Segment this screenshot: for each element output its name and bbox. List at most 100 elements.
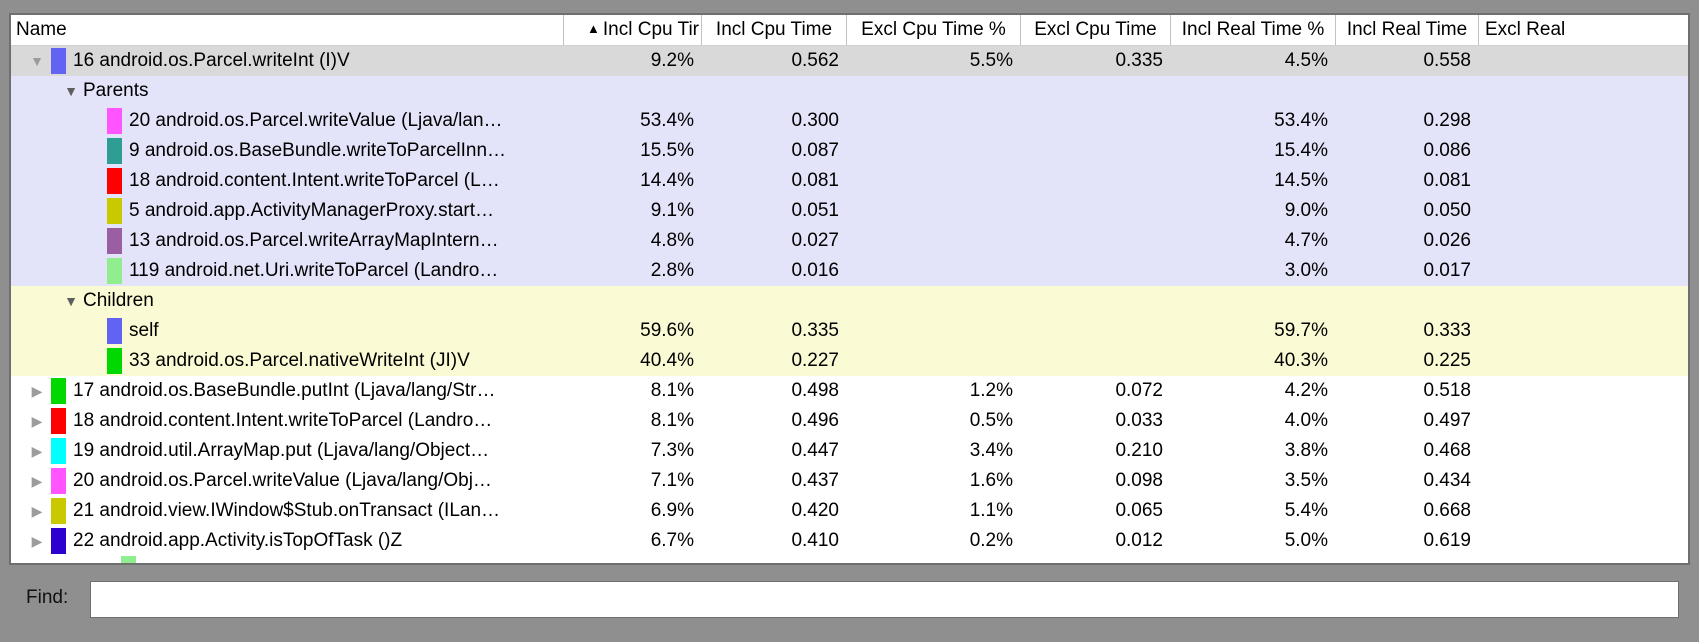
find-input[interactable] [90,581,1679,618]
value-cell-incl_real_time: 0.298 [1423,110,1471,131]
value-cell-incl_real_pct: 3.5% [1284,470,1328,491]
name-cell: ▶ 21 android.view.IWindow$Stub.onTransact… [11,496,564,526]
value-cell-excl_cpu_time [1021,256,1171,286]
name-cell: self [11,316,564,346]
column-header-excl-cpu-time-pct[interactable]: Excl Cpu Time % [847,15,1021,45]
column-header-incl-real-time-pct[interactable]: Incl Real Time % [1171,15,1336,45]
collapse-row-icon[interactable]: ▼ [30,53,44,69]
value-cell-incl_real_time: 0.050 [1423,200,1471,221]
table-row[interactable]: 33 android.os.Parcel.nativeWriteInt (JI)… [11,346,1688,376]
value-cell-incl_cpu_time: 0.081 [791,170,839,191]
value-cell-incl_cpu_pct: 15.5% [640,140,694,161]
expand-row-icon[interactable]: ▶ [31,473,43,489]
value-cell-incl_cpu_time: 0.498 [791,380,839,401]
section-row[interactable]: ▼ Children [11,286,1688,316]
value-cell-excl_real [1479,286,1688,316]
value-cell-incl_cpu_time: 0.227 [791,350,839,371]
value-cell-excl_cpu_pct [847,286,1021,316]
expand-row-icon[interactable]: ▶ [31,533,43,549]
name-cell: 20 android.os.Parcel.writeValue (Ljava/l… [11,106,564,136]
name-cell: 33 android.os.Parcel.nativeWriteInt (JI)… [11,346,564,376]
section-row[interactable]: ▼ Parents [11,76,1688,106]
method-name: 20 android.os.Parcel.writeValue (Ljava/l… [73,470,492,491]
value-cell-excl_real [1479,226,1688,256]
value-cell-incl_cpu_pct: 40.4% [640,350,694,371]
value-cell-excl_real [1479,346,1688,376]
expand-row-icon[interactable]: ▶ [31,413,43,429]
value-cell-incl_cpu_time: 0.410 [791,530,839,551]
value-cell-excl_cpu_time: 0.098 [1115,470,1163,491]
table-row[interactable]: ▶ 17 android.os.BaseBundle.putInt (Ljava/… [11,376,1688,406]
color-chip [107,228,122,254]
value-cell-excl_real [1479,406,1688,436]
value-cell-incl_real_time: 0.225 [1423,350,1471,371]
color-chip [51,408,66,434]
expand-row-icon[interactable]: ▶ [31,383,43,399]
value-cell-excl_real [1479,46,1688,76]
method-name: 20 android.os.Parcel.writeValue (Ljava/l… [129,110,503,131]
value-cell-incl_real_pct: 40.3% [1274,350,1328,371]
value-cell-incl_cpu_time: 0.051 [791,200,839,221]
value-cell-incl_real_time: 0.497 [1423,410,1471,431]
value-cell-incl_real_pct: 9.0% [1284,200,1328,221]
value-cell-excl_real [1479,166,1688,196]
value-cell-excl_cpu_time [1021,316,1171,346]
table-row[interactable]: ▼ 16 android.os.Parcel.writeInt (I)V 9.2% 0… [11,46,1688,76]
value-cell-incl_real_time: 0.081 [1423,170,1471,191]
value-cell-incl_real_pct: 4.5% [1284,50,1328,71]
value-cell-excl_cpu_time: 0.210 [1115,440,1163,461]
table-row[interactable]: self 59.6% 0.335 59.7% 0.333 [11,316,1688,346]
value-cell-incl_cpu_pct: 6.7% [650,530,694,551]
table-row-partial[interactable] [11,556,1688,563]
table-row[interactable]: 13 android.os.Parcel.writeArrayMapIntern… [11,226,1688,256]
method-name: 21 android.view.IWindow$Stub.onTransact … [73,500,501,521]
value-cell-incl_cpu_pct [564,76,702,106]
name-cell: 5 android.app.ActivityManagerProxy.start… [11,196,564,226]
column-header-name[interactable]: Name [11,15,564,45]
table-row[interactable]: 9 android.os.BaseBundle.writeToParcelInn… [11,136,1688,166]
expand-row-icon[interactable]: ▶ [31,443,43,459]
value-cell-excl_cpu_pct [847,106,1021,136]
value-cell-incl_cpu_time [702,76,847,106]
table-row[interactable]: 5 android.app.ActivityManagerProxy.start… [11,196,1688,226]
table-row[interactable]: ▶ 20 android.os.Parcel.writeValue (Ljava/… [11,466,1688,496]
value-cell-incl_cpu_time: 0.300 [791,110,839,131]
value-cell-incl_real_time: 0.434 [1423,470,1471,491]
value-cell-incl_real_pct [1171,286,1336,316]
value-cell-excl_real [1479,136,1688,166]
table-row[interactable]: 20 android.os.Parcel.writeValue (Ljava/l… [11,106,1688,136]
name-cell: ▶ 18 android.content.Intent.writeToParcel… [11,406,564,436]
column-header-incl-cpu-time[interactable]: Incl Cpu Time [702,15,847,45]
column-header-incl-real-time[interactable]: Incl Real Time [1336,15,1479,45]
value-cell-incl_cpu_pct: 59.6% [640,320,694,341]
column-header-excl-cpu-time[interactable]: Excl Cpu Time [1021,15,1171,45]
collapse-section-icon[interactable]: ▼ [64,83,78,99]
value-cell-incl_real_pct: 15.4% [1274,140,1328,161]
collapse-section-icon[interactable]: ▼ [64,293,78,309]
sort-ascending-icon: ▲ [587,21,600,36]
value-cell-excl_cpu_pct [847,256,1021,286]
value-cell-incl_cpu_time: 0.496 [791,410,839,431]
color-chip [107,348,122,374]
column-header-incl-cpu-time-pct[interactable]: ▲ Incl Cpu Tir [564,15,702,45]
table-row[interactable]: ▶ 22 android.app.Activity.isTopOfTask ()Z… [11,526,1688,556]
value-cell-excl_real [1479,316,1688,346]
value-cell-incl_real_pct: 59.7% [1274,320,1328,341]
value-cell-excl_cpu_time [1021,286,1171,316]
table-row[interactable]: 119 android.net.Uri.writeToParcel (Landr… [11,256,1688,286]
column-header-excl-real-time[interactable]: Excl Real [1485,19,1566,40]
value-cell-incl_real_time [1336,76,1479,106]
value-cell-excl_cpu_pct [847,226,1021,256]
table-row[interactable]: 18 android.content.Intent.writeToParcel … [11,166,1688,196]
value-cell-excl_cpu_pct [847,166,1021,196]
expand-row-icon[interactable]: ▶ [31,503,43,519]
value-cell-excl_cpu_pct [847,136,1021,166]
value-cell-incl_cpu_time: 0.087 [791,140,839,161]
table-row[interactable]: ▶ 19 android.util.ArrayMap.put (Ljava/lan… [11,436,1688,466]
table-body: ▼ 16 android.os.Parcel.writeInt (I)V 9.2% 0… [11,46,1688,563]
color-chip [51,378,66,404]
table-row[interactable]: ▶ 21 android.view.IWindow$Stub.onTransact… [11,496,1688,526]
table-row[interactable]: ▶ 18 android.content.Intent.writeToParcel… [11,406,1688,436]
value-cell-excl_cpu_time: 0.335 [1115,50,1163,71]
method-name: 13 android.os.Parcel.writeArrayMapIntern… [129,230,499,251]
